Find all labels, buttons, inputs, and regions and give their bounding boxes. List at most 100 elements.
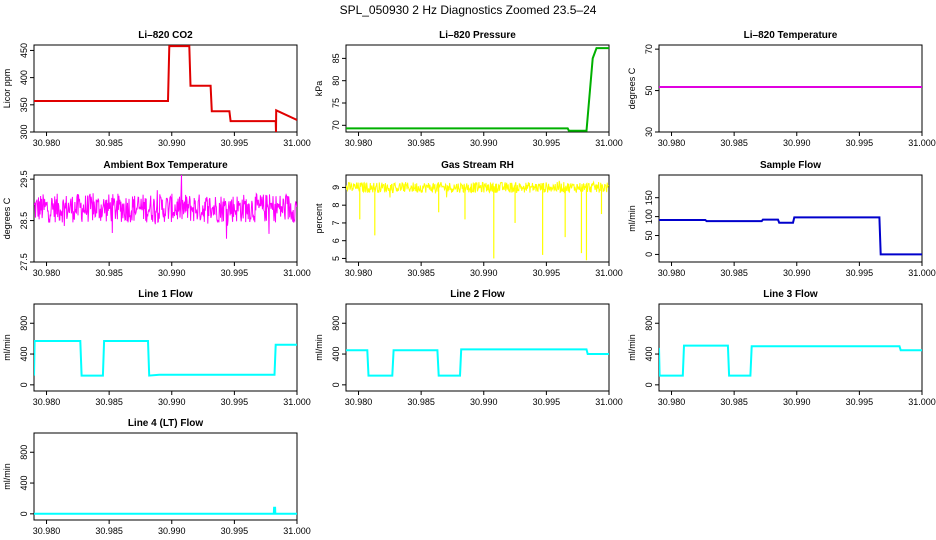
x-tick-label: 30.990 xyxy=(158,526,186,536)
y-tick-label: 100 xyxy=(644,209,654,224)
x-tick-label: 30.990 xyxy=(783,268,811,278)
panel-title: Sample Flow xyxy=(760,160,821,171)
x-tick-label: 30.990 xyxy=(158,138,186,148)
y-tick-label: 70 xyxy=(644,44,654,54)
y-axis-label: ml/min xyxy=(2,463,12,490)
panel-title: Gas Stream RH xyxy=(441,160,514,171)
x-tick-label: 30.980 xyxy=(345,397,373,407)
x-tick-label: 30.995 xyxy=(221,268,249,278)
y-tick-label: 800 xyxy=(19,445,29,460)
panel-1: Li–820 Pressure 30.980 30.985 30.990 30.995 3… xyxy=(314,30,623,148)
series-line xyxy=(34,340,297,377)
x-tick-label: 30.980 xyxy=(33,138,61,148)
y-tick-label: 800 xyxy=(19,316,29,331)
plot-frame xyxy=(658,303,923,392)
y-tick-label: 6 xyxy=(331,238,341,243)
panel-title: Ambient Box Temperature xyxy=(103,160,228,171)
x-tick-label: 30.990 xyxy=(158,268,186,278)
y-tick-label: 8 xyxy=(331,203,341,208)
x-tick-label: 30.990 xyxy=(783,138,811,148)
x-tick-label: 30.980 xyxy=(658,397,686,407)
x-tick-label: 31.000 xyxy=(283,397,311,407)
x-tick-label: 30.990 xyxy=(783,397,811,407)
y-tick-label: 400 xyxy=(331,347,341,362)
panel-3: Ambient Box Temperature 30.980 30.985 30.99… xyxy=(2,160,311,278)
x-tick-label: 30.980 xyxy=(33,268,61,278)
x-tick-label: 30.985 xyxy=(95,526,123,536)
x-tick-label: 30.995 xyxy=(533,138,561,148)
x-tick-label: 30.980 xyxy=(33,526,61,536)
y-tick-label: 800 xyxy=(331,316,341,331)
panel-0: Li–820 CO2 30.980 30.985 30.990 30.995 31.000… xyxy=(2,30,311,148)
y-tick-label: 7 xyxy=(331,220,341,225)
panels-group: Li–820 CO2 30.980 30.985 30.990 30.995 31.000… xyxy=(2,30,936,536)
y-tick-label: 9 xyxy=(331,185,341,190)
x-tick-label: 30.985 xyxy=(95,268,123,278)
y-axis-label: degrees C xyxy=(2,197,12,239)
y-axis-label: ml/min xyxy=(627,205,637,232)
y-tick-label: 0 xyxy=(644,252,654,257)
x-tick-label: 31.000 xyxy=(908,397,936,407)
x-tick-label: 30.995 xyxy=(221,138,249,148)
series-line xyxy=(659,216,922,256)
x-tick-label: 30.985 xyxy=(95,397,123,407)
y-tick-label: 0 xyxy=(644,382,654,387)
x-tick-label: 30.985 xyxy=(407,138,435,148)
x-tick-label: 30.990 xyxy=(470,138,498,148)
panel-8: Line 3 Flow 30.980 30.985 30.990 30.995 31.00… xyxy=(627,289,936,407)
x-tick-label: 31.000 xyxy=(283,138,311,148)
y-tick-label: 0 xyxy=(331,382,341,387)
y-tick-label: 400 xyxy=(19,70,29,85)
y-tick-label: 400 xyxy=(644,347,654,362)
panel-title: Line 2 Flow xyxy=(450,289,505,300)
panel-title: Line 1 Flow xyxy=(138,289,193,300)
x-tick-label: 31.000 xyxy=(908,138,936,148)
plot-frame xyxy=(658,174,923,263)
x-tick-label: 30.995 xyxy=(533,268,561,278)
x-tick-label: 30.985 xyxy=(720,268,748,278)
panel-title: Line 4 (LT) Flow xyxy=(128,418,204,429)
panel-title: Li–820 Temperature xyxy=(744,30,838,41)
plot-frame xyxy=(33,432,298,521)
y-tick-label: 70 xyxy=(331,120,341,130)
y-tick-label: 29.5 xyxy=(19,170,29,188)
plot-frame xyxy=(345,174,610,263)
y-tick-label: 0 xyxy=(19,511,29,516)
series-line xyxy=(34,175,297,239)
x-tick-label: 30.995 xyxy=(846,138,874,148)
y-tick-label: 80 xyxy=(331,76,341,86)
panel-title: Line 3 Flow xyxy=(763,289,818,300)
x-tick-label: 30.985 xyxy=(720,397,748,407)
panel-9: Line 4 (LT) Flow 30.980 30.985 30.990 30.995… xyxy=(2,418,311,536)
series-line xyxy=(659,344,922,377)
x-tick-label: 30.995 xyxy=(533,397,561,407)
y-axis-label: kPa xyxy=(314,81,324,97)
y-tick-label: 30 xyxy=(644,127,654,137)
series-line xyxy=(346,47,609,132)
x-tick-label: 30.980 xyxy=(345,268,373,278)
x-tick-label: 30.995 xyxy=(221,526,249,536)
plot-frame xyxy=(33,303,298,392)
series-line xyxy=(346,180,609,198)
y-axis-label: Licor ppm xyxy=(2,69,12,109)
panel-title: Li–820 Pressure xyxy=(439,30,516,41)
series-line xyxy=(346,348,609,377)
panel-2: Li–820 Temperature 30.980 30.985 30.990 30.9… xyxy=(627,30,936,148)
y-tick-label: 350 xyxy=(19,97,29,112)
y-tick-label: 85 xyxy=(331,53,341,63)
x-tick-label: 30.995 xyxy=(221,397,249,407)
y-axis-label: ml/min xyxy=(314,334,324,361)
y-axis-label: percent xyxy=(314,203,324,234)
x-tick-label: 30.990 xyxy=(470,397,498,407)
y-tick-label: 400 xyxy=(19,476,29,491)
x-tick-label: 30.995 xyxy=(846,397,874,407)
y-tick-label: 800 xyxy=(644,316,654,331)
y-tick-label: 28.5 xyxy=(19,212,29,230)
panel-5: Sample Flow 30.980 30.985 30.990 30.995 31.00… xyxy=(627,160,936,278)
series-line xyxy=(34,45,297,132)
x-tick-label: 31.000 xyxy=(595,138,623,148)
x-tick-label: 30.980 xyxy=(658,138,686,148)
panel-4: Gas Stream RH 30.980 30.985 30.990 30.995 31.… xyxy=(314,160,623,278)
y-axis-label: degrees C xyxy=(627,67,637,109)
